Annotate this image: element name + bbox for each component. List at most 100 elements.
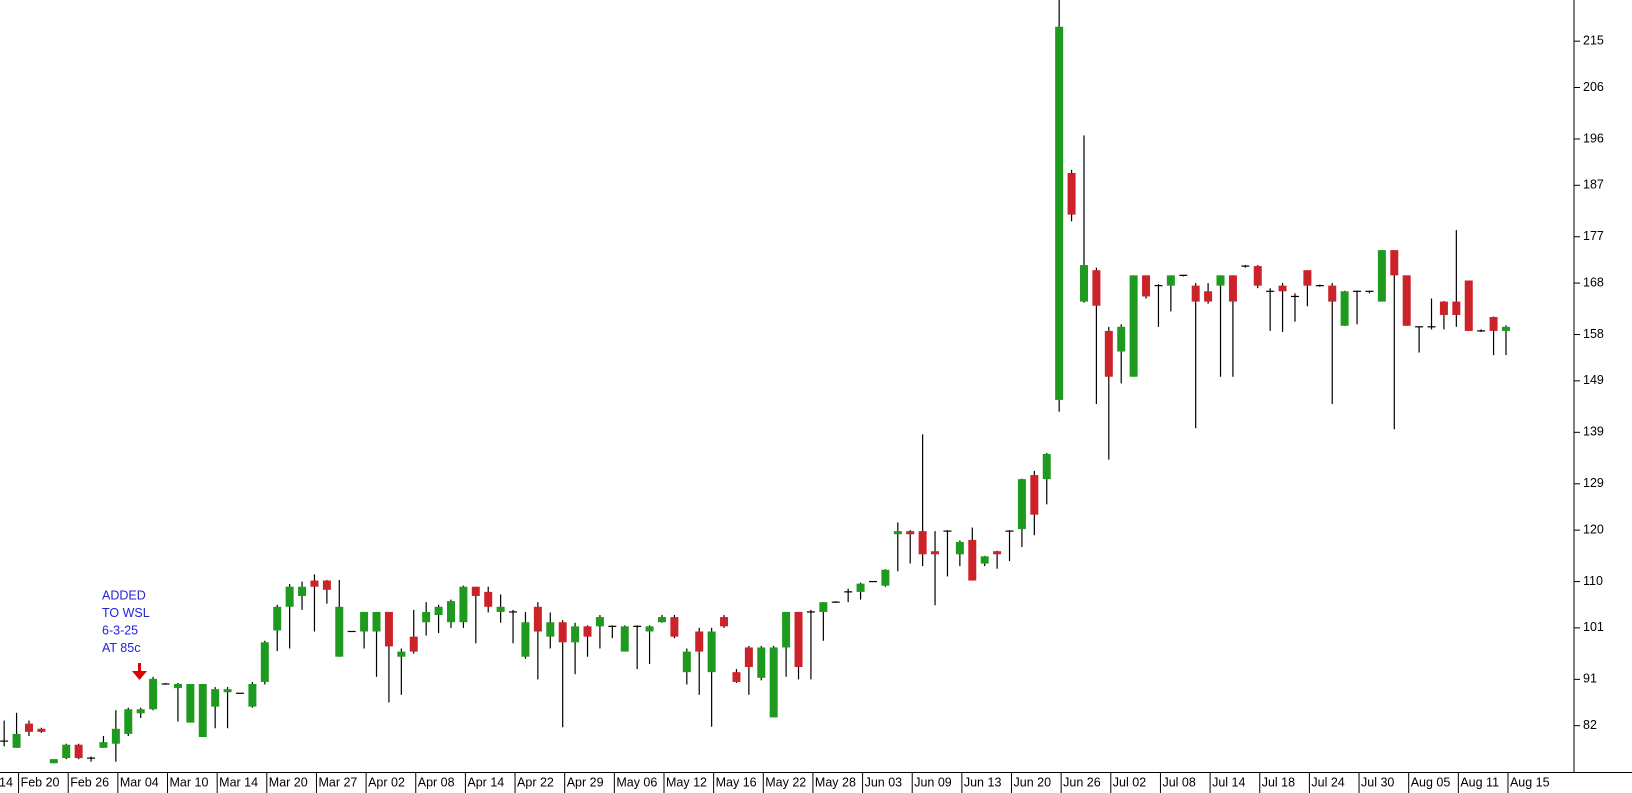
annotation-text: 6-3-25 bbox=[102, 623, 138, 637]
candle-body bbox=[1501, 326, 1510, 331]
candle-body bbox=[1092, 270, 1101, 306]
x-tick-label: Mar 20 bbox=[269, 775, 308, 789]
candle-body bbox=[707, 631, 716, 673]
x-tick-label: Jul 18 bbox=[1262, 775, 1295, 789]
y-tick-label: 215 bbox=[1583, 33, 1604, 47]
y-tick-label: 187 bbox=[1583, 178, 1604, 192]
candle-body bbox=[273, 606, 282, 631]
candle-body bbox=[1104, 330, 1113, 377]
candle-body bbox=[310, 580, 319, 587]
candle-body bbox=[335, 606, 344, 657]
x-tick-label: Jun 13 bbox=[964, 775, 1002, 789]
x-tick-label: Jul 08 bbox=[1162, 775, 1195, 789]
candle-body bbox=[782, 611, 791, 648]
candle-body bbox=[173, 683, 182, 689]
candle-body bbox=[695, 631, 704, 652]
candle-body bbox=[1278, 285, 1287, 292]
x-tick-label: May 22 bbox=[765, 775, 806, 789]
candle-body bbox=[99, 742, 108, 748]
candle-body bbox=[1365, 290, 1374, 292]
candle-body bbox=[136, 709, 145, 714]
x-tick-label: May 28 bbox=[815, 775, 856, 789]
candle-body bbox=[1005, 530, 1014, 532]
candle-body bbox=[856, 583, 865, 592]
annotation-arrow bbox=[132, 663, 147, 680]
candle-body bbox=[397, 651, 406, 657]
candle-body bbox=[955, 541, 964, 555]
candle-body bbox=[87, 757, 96, 759]
candle-body bbox=[496, 606, 505, 612]
candle-body bbox=[1067, 172, 1076, 215]
y-tick-label: 110 bbox=[1583, 574, 1603, 588]
candle-body bbox=[657, 617, 666, 623]
candle-body bbox=[645, 626, 654, 632]
candle-body bbox=[521, 622, 530, 657]
candle-body bbox=[434, 606, 443, 616]
candle-body bbox=[1055, 26, 1064, 400]
x-tick-label: Aug 11 bbox=[1460, 775, 1499, 789]
candle-body bbox=[546, 622, 555, 637]
candle-body bbox=[583, 626, 592, 637]
y-tick-label: 82 bbox=[1583, 718, 1597, 732]
x-tick-label: Jun 26 bbox=[1063, 775, 1101, 789]
y-tick-label: 158 bbox=[1583, 327, 1604, 341]
candle-body bbox=[533, 606, 542, 632]
candle-body bbox=[1489, 317, 1498, 331]
x-tick-label: Apr 02 bbox=[368, 775, 405, 789]
candle-body bbox=[409, 636, 418, 652]
candle-body bbox=[831, 601, 840, 603]
candle-body bbox=[1166, 275, 1175, 286]
candle-body bbox=[794, 611, 803, 668]
candle-body bbox=[1439, 301, 1448, 315]
candle-body bbox=[1390, 250, 1399, 276]
candle-body bbox=[1328, 285, 1337, 302]
annotation-text: ADDED bbox=[102, 588, 146, 602]
candle-body bbox=[906, 531, 915, 535]
candle-body bbox=[1290, 295, 1299, 298]
candle-body bbox=[1042, 453, 1051, 480]
candle-body bbox=[211, 689, 220, 707]
candle-body bbox=[347, 630, 356, 633]
x-tick-label: May 16 bbox=[716, 775, 757, 789]
candle-body bbox=[37, 728, 46, 732]
x-tick-label: Apr 29 bbox=[567, 775, 604, 789]
candle-body bbox=[248, 683, 257, 707]
candle-body bbox=[372, 611, 381, 632]
candle-body bbox=[422, 611, 431, 623]
annotation-text: AT 85c bbox=[102, 641, 140, 655]
candle-body bbox=[1464, 280, 1473, 331]
candle-body bbox=[484, 591, 493, 607]
x-tick-label: Mar 14 bbox=[219, 775, 258, 789]
candle-body bbox=[260, 642, 269, 682]
candle-body bbox=[806, 611, 815, 613]
x-tick-label: Apr 22 bbox=[517, 775, 554, 789]
candle-body bbox=[1179, 274, 1188, 276]
candle-body bbox=[384, 611, 393, 647]
candle-body bbox=[124, 709, 133, 734]
x-tick-label: May 12 bbox=[666, 775, 707, 789]
candle-body bbox=[893, 531, 902, 535]
y-tick-label: 149 bbox=[1583, 373, 1604, 387]
y-tick-label: 129 bbox=[1583, 476, 1604, 490]
candle-body bbox=[868, 580, 877, 583]
candle-body bbox=[161, 683, 170, 685]
candle-body bbox=[1315, 285, 1324, 287]
candle-body bbox=[558, 622, 567, 643]
x-tick-label: Aug 05 bbox=[1411, 775, 1451, 789]
candle-body bbox=[1191, 285, 1200, 302]
candle-body bbox=[844, 591, 853, 593]
candle-body bbox=[1216, 275, 1225, 286]
candle-body bbox=[943, 530, 952, 532]
candle-body bbox=[1228, 275, 1237, 302]
x-tick-label: Mar 10 bbox=[170, 775, 209, 789]
candle-body bbox=[620, 626, 629, 652]
candle-body bbox=[1353, 290, 1362, 292]
candle-body bbox=[0, 740, 9, 742]
annotation-text: TO WSL bbox=[102, 606, 150, 620]
x-tick-label: Feb 26 bbox=[70, 775, 109, 789]
candle-body bbox=[24, 723, 33, 732]
candle-body bbox=[198, 683, 207, 738]
candle-body bbox=[744, 647, 753, 668]
